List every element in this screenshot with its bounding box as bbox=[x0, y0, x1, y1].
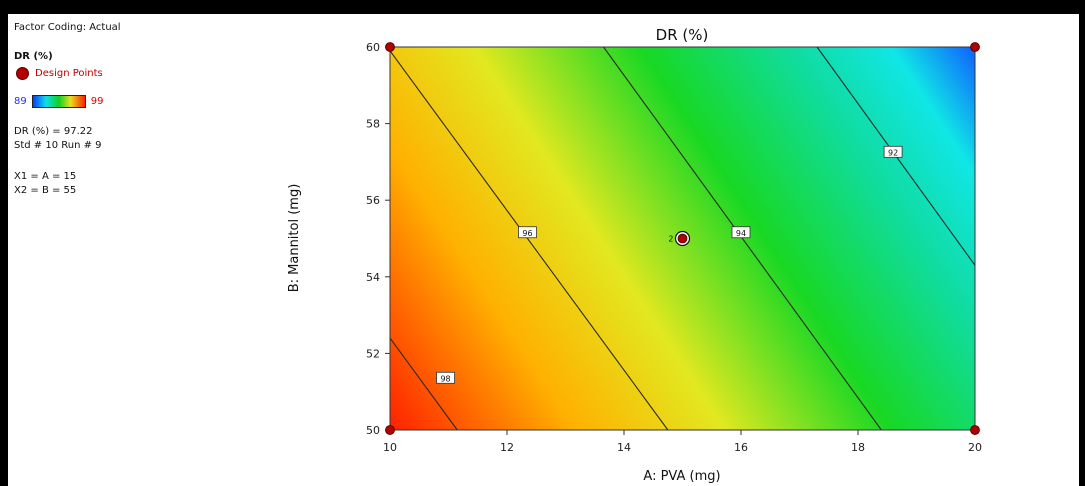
y-tick-label: 54 bbox=[366, 271, 380, 284]
design-point bbox=[385, 42, 395, 52]
contour-label-box bbox=[518, 226, 537, 239]
x-tick-label: 18 bbox=[851, 441, 865, 454]
x-tick-label: 12 bbox=[500, 441, 514, 454]
contour-label: 96 bbox=[522, 229, 532, 238]
legend-panel: Factor Coding: Actual DR (%) Design Poin… bbox=[8, 14, 208, 254]
y-axis-label: B: Mannitol (mg) bbox=[287, 184, 302, 293]
x-tick-label: 10 bbox=[383, 441, 397, 454]
contour-label-box bbox=[883, 145, 903, 158]
std-run-text: Std # 10 Run # 9 bbox=[14, 140, 102, 151]
contour-line-98 bbox=[389, 337, 458, 431]
contour-line-94 bbox=[603, 46, 882, 431]
factor-coding-text: Factor Coding: Actual bbox=[14, 22, 121, 33]
current-value-text: DR (%) = 97.22 bbox=[14, 126, 93, 137]
chart-title: DR (%) bbox=[656, 26, 709, 44]
contour-label: 98 bbox=[440, 374, 450, 383]
contour-label: 92 bbox=[888, 148, 898, 157]
x-axis-label: A: PVA (mg) bbox=[643, 469, 720, 484]
design-point bbox=[677, 233, 688, 244]
x-tick-label: 20 bbox=[968, 441, 982, 454]
design-point bbox=[970, 42, 980, 52]
contour-chart: 98 96 94 92 10 12 14 16 18 20 50 52 54 56 58 60 2 DR (… bbox=[287, 26, 982, 484]
x-tick-label: 16 bbox=[734, 441, 748, 454]
design-points: 2 bbox=[385, 42, 980, 435]
design-point-label: 2 bbox=[668, 235, 673, 244]
contour-line-96 bbox=[389, 50, 669, 431]
color-scale: 89 99 bbox=[14, 95, 103, 108]
y-tick-label: 52 bbox=[366, 347, 380, 360]
y-tick-label: 58 bbox=[366, 118, 380, 131]
plot-border bbox=[389, 46, 976, 431]
x-tick-label: 14 bbox=[617, 441, 631, 454]
design-point bbox=[970, 425, 980, 435]
color-scale-max: 99 bbox=[90, 96, 104, 107]
x1-value-text: X1 = A = 15 bbox=[14, 171, 77, 182]
x2-value-text: X2 = B = 55 bbox=[14, 185, 77, 196]
y-tick-label: 50 bbox=[366, 424, 380, 437]
contour-lines: 98 96 94 92 bbox=[389, 46, 976, 431]
y-tick-label: 60 bbox=[366, 41, 380, 54]
contour-label: 94 bbox=[736, 229, 746, 238]
contour-label-box bbox=[731, 226, 751, 239]
y-tick-label: 56 bbox=[366, 194, 380, 207]
design-point bbox=[385, 425, 395, 435]
color-scale-min: 89 bbox=[14, 96, 27, 107]
design-points-legend: Design Points bbox=[16, 67, 103, 80]
chart-frame: Factor Coding: Actual DR (%) Design Poin… bbox=[8, 14, 1079, 486]
contour-label-box bbox=[436, 371, 455, 384]
color-scale-bar bbox=[31, 95, 86, 108]
design-point-icon bbox=[16, 67, 29, 80]
design-points-label: Design Points bbox=[35, 68, 103, 79]
response-name: DR (%) bbox=[14, 51, 53, 62]
